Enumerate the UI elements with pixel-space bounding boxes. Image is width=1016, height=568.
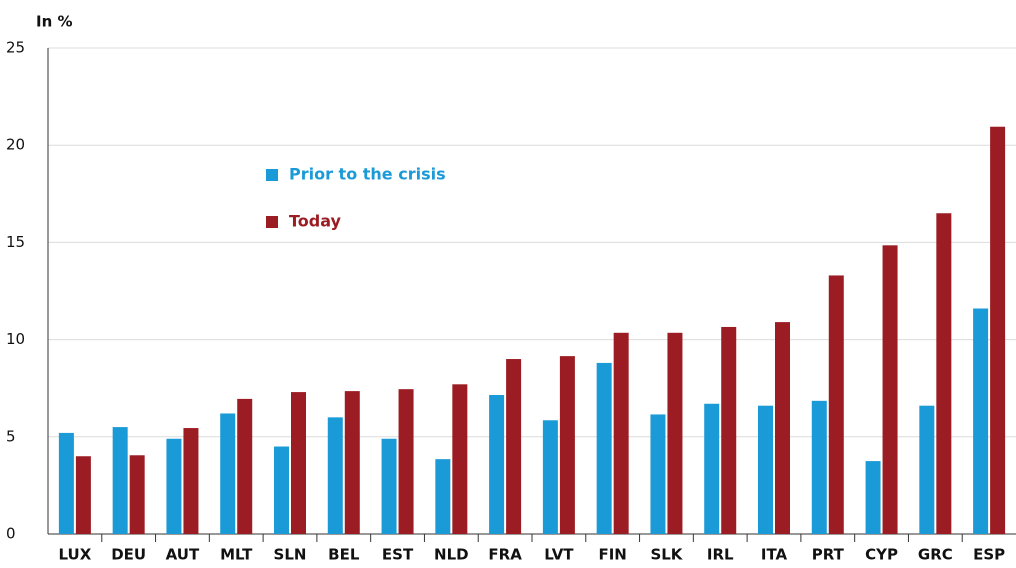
bar <box>758 405 773 534</box>
bar <box>75 456 91 534</box>
bar <box>344 391 360 534</box>
bar <box>596 362 612 534</box>
bar <box>667 332 683 534</box>
y-tick-label: 10 <box>6 330 25 348</box>
bar <box>58 432 74 534</box>
bar <box>990 126 1006 535</box>
x-tick-label: SLN <box>274 546 307 564</box>
bar <box>452 384 468 534</box>
bar <box>381 438 397 534</box>
x-tick-label: DEU <box>111 546 146 564</box>
y-tick-label: 15 <box>6 233 25 251</box>
x-tick-label: IRL <box>707 546 734 564</box>
bar <box>506 359 522 534</box>
x-tick-label: GRC <box>918 546 953 564</box>
x-tick-label: FIN <box>598 546 626 564</box>
y-axis-label: In % <box>36 13 73 31</box>
x-tick-label: BEL <box>328 546 360 564</box>
x-tick-label: LUX <box>58 546 91 564</box>
bar <box>973 308 989 534</box>
bar <box>613 332 629 534</box>
y-tick-label: 5 <box>6 427 16 445</box>
bar <box>435 459 451 534</box>
bar <box>327 417 343 534</box>
bar <box>936 213 952 535</box>
bar <box>704 403 720 534</box>
bar <box>291 392 306 534</box>
bar <box>274 446 289 534</box>
bar <box>112 427 128 534</box>
bar <box>489 395 505 534</box>
bar <box>559 356 575 534</box>
legend-swatch <box>266 169 278 181</box>
bar <box>650 414 666 534</box>
y-tick-label: 0 <box>6 525 16 543</box>
bar <box>882 245 898 535</box>
legend-label: Prior to the crisis <box>289 165 446 184</box>
legend-label: Today <box>289 212 342 231</box>
y-tick-label: 20 <box>6 136 25 154</box>
bar <box>542 420 558 534</box>
x-tick-label: PRT <box>812 546 845 564</box>
x-tick-label: MLT <box>220 546 253 564</box>
bar <box>220 413 236 534</box>
bar <box>865 461 881 534</box>
x-tick-label: EST <box>382 546 414 564</box>
bar <box>129 455 145 534</box>
bar <box>828 275 844 534</box>
x-tick-label: CYP <box>865 546 898 564</box>
x-tick-label: ITA <box>761 546 788 564</box>
x-tick-label: LVT <box>544 546 574 564</box>
legend-swatch <box>266 216 278 228</box>
bar <box>721 326 737 534</box>
bar <box>811 400 827 534</box>
bar <box>775 322 790 534</box>
y-tick-label: 25 <box>6 39 25 57</box>
bar <box>183 428 199 534</box>
bar <box>166 438 182 534</box>
x-tick-label: ESP <box>973 546 1005 564</box>
x-tick-label: AUT <box>166 546 200 564</box>
x-tick-label: NLD <box>434 546 469 564</box>
x-tick-label: FRA <box>488 546 522 564</box>
x-tick-label: SLK <box>650 546 683 564</box>
bar <box>237 398 253 534</box>
bar <box>919 405 935 534</box>
bar <box>398 389 414 534</box>
